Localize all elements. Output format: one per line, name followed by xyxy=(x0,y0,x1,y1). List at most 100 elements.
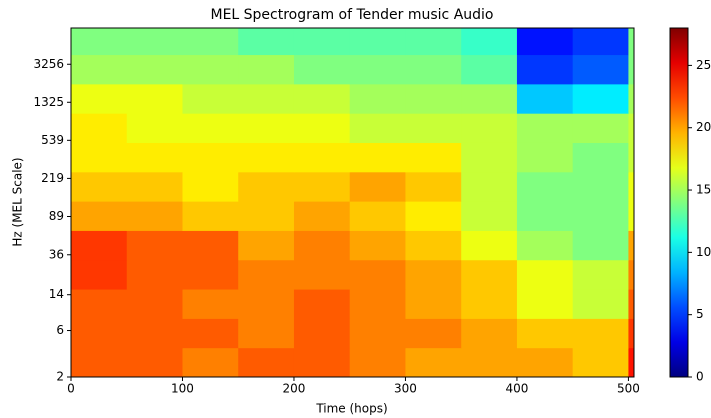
heatmap-cell xyxy=(294,260,350,290)
x-axis-label: Time (hops) xyxy=(315,402,387,416)
heatmap-cell xyxy=(461,28,517,55)
heatmap-cell xyxy=(405,348,461,378)
chart: MEL Spectrogram of Tender music Audio Ti… xyxy=(0,0,711,418)
heatmap-cell xyxy=(350,201,406,231)
heatmap-cell xyxy=(405,289,461,319)
heatmap-cell xyxy=(127,289,183,319)
heatmap-cell xyxy=(127,201,183,231)
heatmap-cell xyxy=(573,230,629,260)
heatmap-cell xyxy=(405,172,461,202)
heatmap-cell xyxy=(182,289,238,319)
heatmap-cell xyxy=(350,289,406,319)
heatmap-cell xyxy=(461,289,517,319)
y-tick-label: 219 xyxy=(41,171,64,185)
heatmap-cell xyxy=(573,260,629,290)
heatmap-cell xyxy=(238,84,294,114)
heatmap-cell xyxy=(182,55,238,85)
heatmap-cell xyxy=(238,289,294,319)
heatmap-cell xyxy=(517,142,573,172)
heatmap-cell xyxy=(294,55,350,85)
heatmap-cell xyxy=(294,142,350,172)
heatmap-cell xyxy=(350,142,406,172)
heatmap-cell xyxy=(294,318,350,348)
heatmap-cell xyxy=(517,260,573,290)
heatmap-cell xyxy=(517,348,573,378)
y-axis-label: Hz (MEL Scale) xyxy=(11,157,25,246)
heatmap-cell xyxy=(350,55,406,85)
heatmap-cell xyxy=(461,318,517,348)
y-tick-label: 6 xyxy=(56,323,64,337)
heatmap-cell xyxy=(461,172,517,202)
heatmap-cell xyxy=(182,260,238,290)
heatmap-cell xyxy=(238,113,294,143)
heatmap-cell xyxy=(350,172,406,202)
heatmap-cell xyxy=(517,55,573,85)
y-tick-label: 89 xyxy=(49,209,64,223)
heatmap-cell xyxy=(405,260,461,290)
colorbar-tick-label: 0 xyxy=(696,370,704,384)
heatmap-cell xyxy=(350,260,406,290)
heatmap-cell xyxy=(350,28,406,55)
heatmap-cell xyxy=(127,55,183,85)
heatmap-cell xyxy=(461,84,517,114)
heatmap-cell xyxy=(405,113,461,143)
heatmap-cell xyxy=(461,55,517,85)
heatmap-cell xyxy=(71,142,127,172)
heatmap-cell xyxy=(461,201,517,231)
heatmap-cell xyxy=(573,172,629,202)
heatmap-cell xyxy=(573,113,629,143)
heatmap-cell xyxy=(405,318,461,348)
heatmap-cell xyxy=(573,289,629,319)
heatmap-cell xyxy=(127,84,183,114)
heatmap-cell xyxy=(350,230,406,260)
heatmap-cell xyxy=(238,260,294,290)
heatmap-cell xyxy=(182,142,238,172)
heatmap-cell xyxy=(238,142,294,172)
heatmap xyxy=(71,28,635,378)
x-tick-label: 100 xyxy=(171,382,194,396)
heatmap-cell xyxy=(182,84,238,114)
heatmap-cell xyxy=(573,55,629,85)
heatmap-cell xyxy=(71,318,127,348)
heatmap-cell xyxy=(405,55,461,85)
heatmap-cell xyxy=(405,230,461,260)
heatmap-cell xyxy=(350,318,406,348)
heatmap-cell xyxy=(127,348,183,378)
heatmap-cell xyxy=(71,348,127,378)
heatmap-cell xyxy=(238,172,294,202)
heatmap-cell xyxy=(573,201,629,231)
heatmap-cell xyxy=(294,84,350,114)
heatmap-cell xyxy=(182,113,238,143)
heatmap-cell xyxy=(294,113,350,143)
colorbar xyxy=(670,28,688,377)
heatmap-cell xyxy=(238,230,294,260)
heatmap-cell xyxy=(294,230,350,260)
heatmap-cell xyxy=(405,142,461,172)
heatmap-cell xyxy=(517,318,573,348)
heatmap-cell xyxy=(71,289,127,319)
heatmap-cell xyxy=(71,201,127,231)
chart-title: MEL Spectrogram of Tender music Audio xyxy=(210,7,493,23)
heatmap-cell xyxy=(573,348,629,378)
colorbar-tick-label: 15 xyxy=(696,183,711,197)
heatmap-cell xyxy=(71,230,127,260)
heatmap-cell xyxy=(71,260,127,290)
heatmap-cell xyxy=(573,142,629,172)
heatmap-cell xyxy=(127,113,183,143)
heatmap-cell xyxy=(238,201,294,231)
x-tick-label: 300 xyxy=(394,382,417,396)
heatmap-cell xyxy=(517,172,573,202)
heatmap-cell xyxy=(461,348,517,378)
heatmap-cell xyxy=(405,28,461,55)
heatmap-cell xyxy=(405,84,461,114)
heatmap-cell xyxy=(127,172,183,202)
heatmap-cell xyxy=(517,230,573,260)
heatmap-cell xyxy=(294,348,350,378)
heatmap-cell xyxy=(461,113,517,143)
heatmap-cell xyxy=(71,172,127,202)
heatmap-cell xyxy=(573,318,629,348)
heatmap-cell xyxy=(127,260,183,290)
heatmap-cell xyxy=(405,201,461,231)
heatmap-cell xyxy=(127,142,183,172)
heatmap-cell xyxy=(573,84,629,114)
